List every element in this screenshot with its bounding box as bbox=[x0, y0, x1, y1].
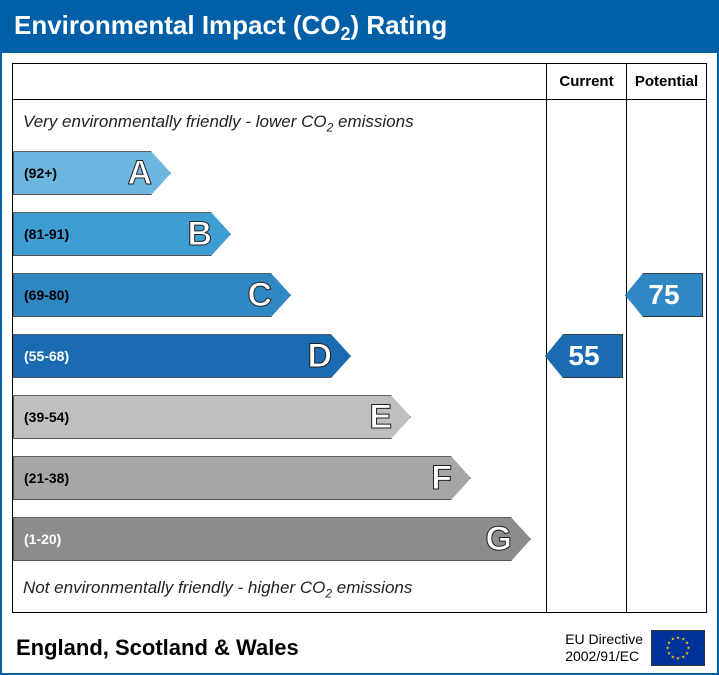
eu-directive-text: EU Directive 2002/91/EC bbox=[565, 631, 643, 665]
band-row-a: (92+) A bbox=[13, 149, 546, 197]
title-suffix: ) Rating bbox=[351, 10, 448, 40]
band-letter-g: G bbox=[486, 520, 512, 559]
directive-line2: 2002/91/EC bbox=[565, 648, 643, 665]
title-prefix: Environmental Impact (CO bbox=[14, 10, 341, 40]
band-range-a: (92+) bbox=[24, 165, 57, 181]
caption-bottom: Not environmentally friendly - higher CO… bbox=[13, 574, 546, 604]
chart-row: Very environmentally friendly - lower CO… bbox=[13, 100, 706, 612]
column-header-row: Current Potential bbox=[13, 64, 706, 100]
band-bar-g: (1-20) G bbox=[13, 517, 531, 561]
band-range-d: (55-68) bbox=[24, 348, 69, 364]
band-range-f: (21-38) bbox=[24, 470, 69, 486]
band-range-c: (69-80) bbox=[24, 287, 69, 303]
title-sub: 2 bbox=[341, 24, 351, 44]
band-row-c: (69-80) C bbox=[13, 271, 546, 319]
band-bar-a: (92+) A bbox=[13, 151, 171, 195]
caption-top-suffix: emissions bbox=[333, 112, 413, 131]
band-bar-f: (21-38) F bbox=[13, 456, 471, 500]
band-row-b: (81-91) B bbox=[13, 210, 546, 258]
header-spacer bbox=[13, 64, 546, 99]
column-header-potential: Potential bbox=[626, 64, 706, 99]
band-row-g: (1-20) G bbox=[13, 515, 546, 563]
band-row-d: (55-68) D bbox=[13, 332, 546, 380]
caption-top-prefix: Very environmentally friendly - lower CO bbox=[23, 112, 327, 131]
band-range-b: (81-91) bbox=[24, 226, 69, 242]
band-letter-b: B bbox=[187, 215, 212, 254]
chart-body: Current Potential Very environmentally f… bbox=[12, 63, 707, 613]
footer-right-group: EU Directive 2002/91/EC bbox=[565, 630, 705, 666]
chart-bands-area: Very environmentally friendly - lower CO… bbox=[13, 100, 546, 612]
band-letter-e: E bbox=[369, 398, 392, 437]
current-rating-pointer: 55 bbox=[545, 334, 623, 378]
band-bar-c: (69-80) C bbox=[13, 273, 291, 317]
column-header-current: Current bbox=[546, 64, 626, 99]
potential-rating-pointer: 75 bbox=[625, 273, 703, 317]
footer-region-text: England, Scotland & Wales bbox=[16, 635, 299, 661]
band-letter-d: D bbox=[307, 337, 332, 376]
directive-line1: EU Directive bbox=[565, 631, 643, 648]
band-container: (92+) A (81-91) B (69-80) C (55-68) D (39-54) E (2… bbox=[13, 139, 546, 574]
band-range-e: (39-54) bbox=[24, 409, 69, 425]
potential-value-column: 75 bbox=[626, 100, 706, 612]
band-bar-e: (39-54) E bbox=[13, 395, 411, 439]
band-letter-a: A bbox=[127, 154, 152, 193]
band-range-g: (1-20) bbox=[24, 531, 61, 547]
band-bar-d: (55-68) D bbox=[13, 334, 351, 378]
footer-row: England, Scotland & Wales EU Directive 2… bbox=[2, 623, 717, 673]
band-row-f: (21-38) F bbox=[13, 454, 546, 502]
band-letter-f: F bbox=[431, 459, 452, 498]
caption-bottom-prefix: Not environmentally friendly - higher CO bbox=[23, 578, 325, 597]
caption-bottom-suffix: emissions bbox=[332, 578, 412, 597]
band-bar-b: (81-91) B bbox=[13, 212, 231, 256]
eu-flag-icon bbox=[651, 630, 705, 666]
current-value-column: 55 bbox=[546, 100, 626, 612]
band-letter-c: C bbox=[247, 276, 272, 315]
caption-top: Very environmentally friendly - lower CO… bbox=[13, 108, 546, 138]
band-row-e: (39-54) E bbox=[13, 393, 546, 441]
epc-chart-container: Environmental Impact (CO2) Rating Curren… bbox=[0, 0, 719, 675]
chart-title: Environmental Impact (CO2) Rating bbox=[2, 2, 717, 53]
